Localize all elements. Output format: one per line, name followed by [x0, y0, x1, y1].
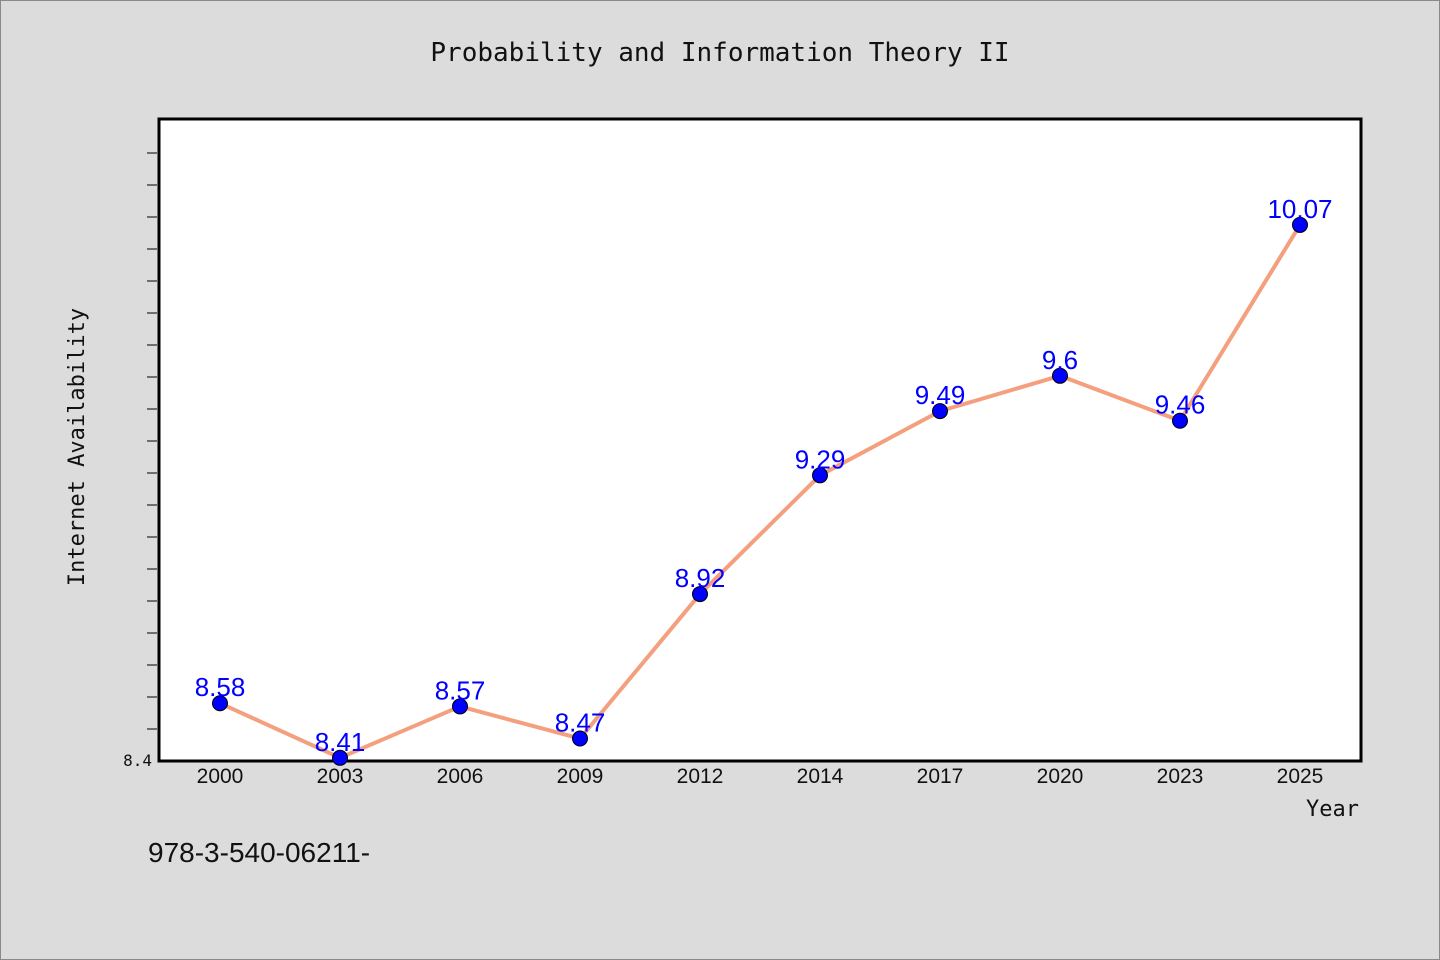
data-label: 9.29 [795, 444, 846, 474]
data-label: 8.58 [195, 672, 246, 702]
data-point [332, 749, 348, 766]
data-label: 8.41 [315, 727, 366, 757]
data-point [572, 730, 588, 747]
data-point [212, 695, 228, 712]
plot-area [157, 117, 1363, 763]
x-tick-label: 2009 [557, 765, 604, 788]
data-label: 10.07 [1267, 194, 1332, 224]
data-label: 9.46 [1155, 390, 1206, 420]
data-point [692, 586, 708, 603]
x-tick-label: 2000 [197, 765, 244, 788]
x-tick-label: 2003 [317, 765, 364, 788]
data-point [1052, 367, 1068, 384]
y-tick-label: 8.4 [123, 751, 152, 770]
data-label: 9.49 [915, 380, 966, 410]
y-axis-label: Internet Availability [65, 308, 90, 586]
x-tick-label: 2006 [437, 765, 484, 788]
data-markers [212, 216, 1308, 766]
data-label: 8.47 [555, 708, 606, 738]
x-tick-label: 2025 [1277, 765, 1324, 788]
footer-text: 978-3-540-06211- [148, 837, 370, 868]
data-point [1292, 216, 1308, 233]
data-point [812, 467, 828, 484]
data-label: 8.92 [675, 563, 726, 593]
x-tick-label: 2014 [797, 765, 844, 788]
x-tick-label: 2012 [677, 765, 724, 788]
series-line-group [219, 223, 1302, 760]
x-tick-label: 2020 [1037, 765, 1084, 788]
data-label: 9.6 [1042, 345, 1078, 375]
series-line [219, 223, 1302, 760]
chart-title: Probability and Information Theory II [430, 38, 1009, 68]
x-axis-label: Year [1306, 797, 1359, 822]
data-point [932, 403, 948, 420]
x-tick-label: 2023 [1157, 765, 1204, 788]
data-label: 8.57 [435, 675, 486, 705]
y-axis-ticks [147, 152, 157, 730]
x-axis-tick-labels: 2000 2003 2006 2009 2012 2014 2017 2020 2023 2025 [197, 765, 1324, 788]
data-labels: 8.58 8.41 8.57 8.47 8.92 9.29 9.49 9.6 9.46 10.07 [195, 194, 1333, 757]
x-tick-label: 2017 [917, 765, 964, 788]
data-point [1172, 412, 1188, 429]
data-point [452, 698, 468, 715]
